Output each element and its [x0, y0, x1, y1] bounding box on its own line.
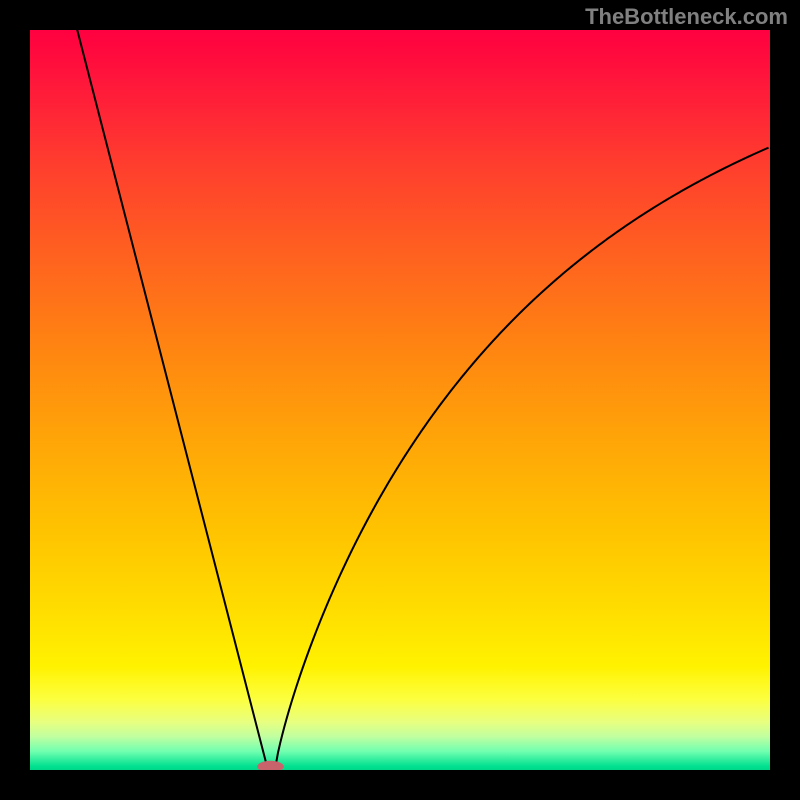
watermark-text: TheBottleneck.com — [585, 4, 788, 30]
bottleneck-chart — [0, 0, 800, 800]
chart-background — [30, 30, 770, 770]
chart-container: TheBottleneck.com — [0, 0, 800, 800]
